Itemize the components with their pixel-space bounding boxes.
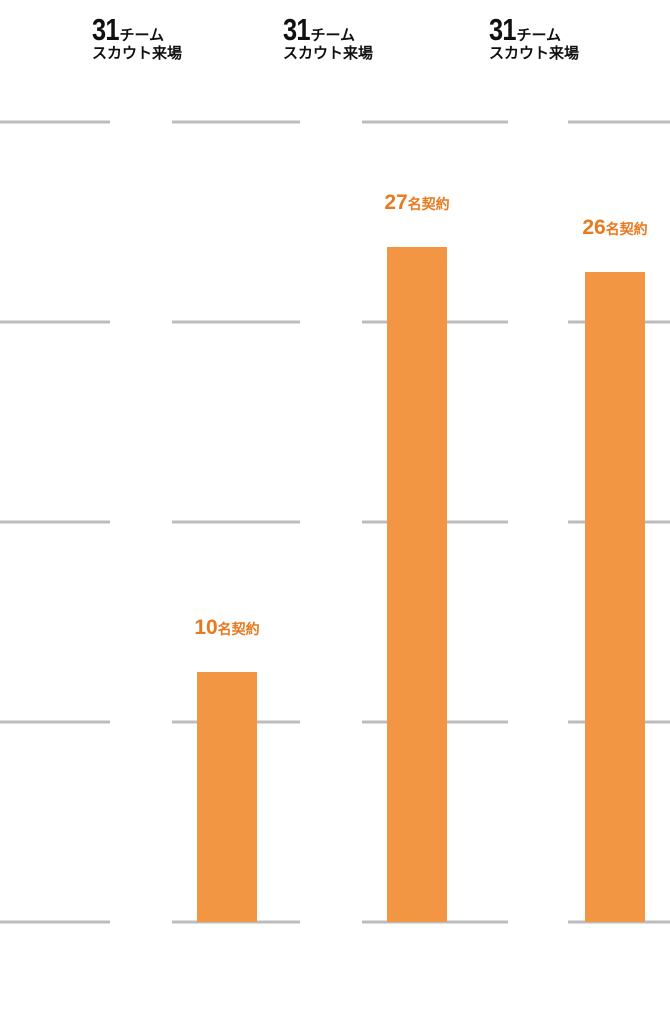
data-label: 10名契約 [194, 616, 259, 639]
bar [387, 247, 447, 922]
data-label: 26名契約 [582, 216, 647, 239]
header-unit: チーム [119, 27, 165, 44]
bar [585, 272, 645, 922]
header-subtitle: スカウト来場 [92, 45, 183, 62]
header-unit: チーム [310, 27, 356, 44]
header-subtitle: スカウト来場 [489, 45, 580, 62]
header-subtitle: スカウト来場 [283, 45, 374, 62]
header-col-3: 31チーム スカウト来場 [489, 14, 579, 61]
header-col-2: 31チーム スカウト来場 [283, 14, 373, 61]
header-unit: チーム [516, 27, 562, 44]
data-label-layer: 10名契約 27名契約 26名契約 [194, 191, 647, 639]
header-count: 31 [92, 12, 119, 47]
header-count: 31 [283, 12, 310, 47]
bar [197, 672, 257, 922]
header-count: 31 [489, 12, 516, 47]
bar-layer [197, 247, 645, 922]
header-col-1: 31チーム スカウト来場 [92, 14, 182, 61]
grid-layer [0, 120, 670, 924]
data-label: 27名契約 [384, 191, 449, 214]
